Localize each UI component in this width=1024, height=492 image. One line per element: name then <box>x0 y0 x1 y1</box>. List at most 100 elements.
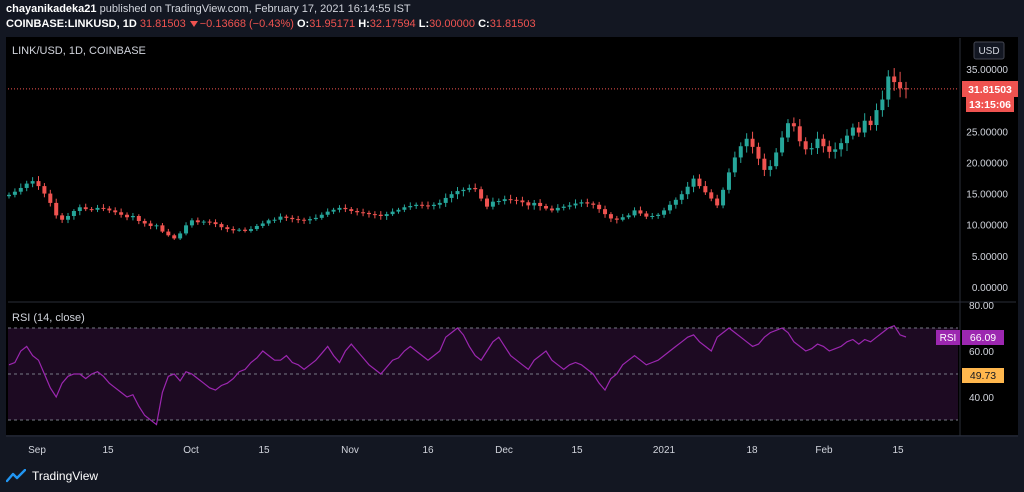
candle-body <box>603 209 608 215</box>
time-tick-label: 15 <box>258 445 270 456</box>
price-tick-label: 15.00000 <box>966 190 1008 201</box>
last-price-badge-text: 31.81503 <box>968 84 1012 96</box>
open-label: O: <box>297 18 310 30</box>
candle-body <box>632 210 637 216</box>
open-value: 31.95171 <box>309 18 356 30</box>
rsi-ma-badge-bg <box>962 368 1004 383</box>
candle-body <box>378 214 383 216</box>
candle-body <box>785 123 790 138</box>
price-tick-label: 10.00000 <box>966 221 1008 232</box>
candle-body <box>898 82 903 89</box>
countdown-badge-text: 13:15:06 <box>969 99 1011 111</box>
time-tick-label: Oct <box>183 445 199 456</box>
candle-body <box>750 138 755 147</box>
candle-body <box>83 207 88 210</box>
rsi-indicator-label[interactable]: RSI (14, close) <box>12 312 85 324</box>
candle-body <box>178 233 183 239</box>
rsi-badge-name-bg <box>936 330 960 345</box>
candle-body <box>119 212 124 215</box>
candle-body <box>479 189 484 199</box>
candle-body <box>12 191 17 195</box>
candle-body <box>738 146 743 158</box>
candle-body <box>254 225 259 230</box>
rsi-tick-label: 40.00 <box>969 393 994 404</box>
candle-body <box>355 211 360 213</box>
candle-body <box>396 209 401 212</box>
candle-body <box>579 202 584 204</box>
candle-body <box>60 215 65 220</box>
last-price-badge: 31.81503 13:15:06 <box>962 81 1018 112</box>
rsi-badge-value: 66.09 <box>970 332 996 344</box>
rsi-value-badge: RSI 66.09 <box>936 330 1004 345</box>
candle-body <box>650 215 655 217</box>
price-tick-label: 20.00000 <box>966 158 1008 169</box>
currency-button-frame[interactable] <box>973 41 1005 60</box>
price-tick-label: 25.00000 <box>966 127 1008 138</box>
candle-body <box>656 214 661 216</box>
candle-body <box>290 217 295 220</box>
currency-button-label[interactable]: USD <box>978 46 999 57</box>
candle-body <box>561 206 566 208</box>
candle-body <box>874 110 879 126</box>
candle-body <box>130 215 135 218</box>
author-name[interactable]: chayanikadeka21 <box>6 3 97 15</box>
candle-body <box>803 141 808 150</box>
last-price-badge-bg <box>962 81 1018 97</box>
time-axis[interactable]: Sep 15 Oct 15 Nov 16 Dec 15 2021 18 Feb 15 <box>28 445 904 456</box>
rsi-badge-value-bg <box>962 330 1004 345</box>
price-change: −0.13668 (−0.43%) <box>199 18 294 30</box>
candle-body <box>284 216 289 218</box>
high-label: H: <box>358 18 370 30</box>
candle-body <box>549 208 554 211</box>
candle-body <box>231 229 236 231</box>
candle-body <box>538 202 543 207</box>
candle-body <box>154 225 159 227</box>
candle-body <box>66 215 71 220</box>
countdown-badge-bg <box>966 97 1014 112</box>
candle-body <box>343 207 348 210</box>
candle-body <box>425 205 430 207</box>
candle-body <box>567 205 572 207</box>
rsi-ma-badge: 49.73 <box>962 368 1004 383</box>
candle-body <box>620 217 625 220</box>
candle-body <box>821 138 826 147</box>
symbol-name: COINBASE:LINKUSD, 1D <box>6 18 137 30</box>
price-tick-label: 5.00000 <box>972 252 1009 263</box>
candle-body <box>207 221 212 223</box>
pane-title: LINK/USD, 1D, COINBASE <box>12 45 146 57</box>
candle-body <box>461 189 466 192</box>
candle-body <box>502 199 507 202</box>
candle-body <box>508 199 513 201</box>
candle-body <box>107 208 112 211</box>
candle-body <box>71 211 76 216</box>
time-tick-label: 15 <box>102 445 114 456</box>
rsi-axis[interactable]: 80.00 60.00 40.00 <box>969 301 994 404</box>
candle-body <box>856 127 861 133</box>
candle-body <box>372 214 377 216</box>
time-tick-label: 16 <box>422 445 434 456</box>
candle-body <box>390 211 395 215</box>
tradingview-branding[interactable]: TradingView <box>6 469 98 483</box>
candle-body <box>113 210 118 213</box>
candle-body <box>89 209 94 211</box>
candle-body <box>361 212 366 214</box>
candle-body <box>850 127 855 136</box>
candle-body <box>886 76 891 100</box>
candle-body <box>266 220 271 224</box>
candle-body <box>904 88 908 90</box>
published-text: published on TradingView.com, February 1… <box>99 3 411 15</box>
candle-body <box>520 200 525 203</box>
candle-body <box>160 225 165 232</box>
candle-body <box>36 181 41 187</box>
candle-body <box>573 203 578 206</box>
time-tick-label: Feb <box>815 445 833 456</box>
last-price: 31.81503 <box>139 18 186 30</box>
candle-body <box>880 99 885 111</box>
candle-body <box>272 219 277 221</box>
currency-button[interactable]: USD <box>973 41 1005 60</box>
candle-body <box>526 202 531 206</box>
rsi-line <box>8 324 907 426</box>
candle-body <box>797 126 802 142</box>
price-tick-label: 35.00000 <box>966 65 1008 76</box>
